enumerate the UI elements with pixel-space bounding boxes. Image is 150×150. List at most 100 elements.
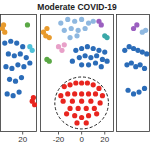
point bbox=[91, 82, 96, 87]
point bbox=[91, 19, 96, 24]
point bbox=[70, 59, 75, 64]
point bbox=[79, 99, 84, 104]
point bbox=[92, 106, 97, 111]
point bbox=[79, 17, 84, 22]
point bbox=[79, 46, 84, 51]
point bbox=[70, 99, 75, 104]
tick-label: -20 bbox=[53, 135, 65, 144]
point bbox=[96, 48, 101, 53]
point bbox=[58, 20, 63, 25]
point bbox=[88, 55, 93, 60]
point bbox=[98, 100, 103, 105]
point bbox=[99, 64, 104, 69]
point bbox=[125, 88, 130, 93]
point bbox=[13, 79, 18, 84]
panel: 20 bbox=[0, 15, 37, 145]
point bbox=[86, 91, 91, 96]
point bbox=[74, 120, 79, 125]
point bbox=[67, 106, 72, 111]
point bbox=[96, 86, 101, 91]
point bbox=[94, 111, 99, 116]
panel: -20 0 20 Moderate COVID-19 bbox=[37, 2, 117, 144]
point bbox=[82, 53, 87, 58]
point bbox=[15, 62, 20, 67]
point bbox=[104, 35, 109, 40]
point bbox=[25, 22, 30, 27]
point bbox=[6, 51, 11, 56]
point bbox=[19, 75, 24, 80]
point bbox=[102, 50, 107, 55]
point bbox=[129, 60, 134, 65]
point bbox=[138, 62, 143, 67]
tick-label: 0 bbox=[79, 135, 84, 144]
point bbox=[76, 106, 81, 111]
title: Moderate COVID-19 bbox=[37, 2, 117, 12]
point bbox=[134, 22, 139, 27]
point bbox=[104, 59, 109, 64]
plot-frame bbox=[117, 15, 150, 132]
point bbox=[122, 48, 127, 53]
point bbox=[79, 91, 84, 96]
point bbox=[79, 115, 84, 120]
highlight-ellipse bbox=[55, 77, 109, 129]
plot-area bbox=[41, 17, 110, 129]
plot-area bbox=[122, 22, 149, 96]
point bbox=[143, 28, 148, 33]
plot-frame bbox=[41, 15, 114, 132]
point bbox=[72, 113, 77, 118]
point bbox=[142, 66, 147, 71]
point bbox=[91, 46, 96, 51]
point bbox=[8, 39, 13, 44]
point bbox=[3, 64, 8, 69]
tick-label: 20 bbox=[18, 135, 27, 144]
point bbox=[58, 93, 63, 98]
point bbox=[84, 106, 89, 111]
point bbox=[5, 91, 10, 96]
point bbox=[24, 55, 29, 60]
point bbox=[94, 53, 99, 58]
point bbox=[2, 40, 7, 45]
point bbox=[67, 35, 72, 40]
point bbox=[93, 60, 98, 65]
point bbox=[30, 48, 35, 53]
point bbox=[59, 48, 64, 53]
point bbox=[131, 91, 136, 96]
point bbox=[62, 42, 67, 47]
point bbox=[82, 26, 87, 31]
tick-label: 20 bbox=[100, 135, 109, 144]
point bbox=[7, 77, 12, 82]
point bbox=[72, 19, 77, 24]
point bbox=[99, 22, 104, 27]
point bbox=[20, 44, 25, 49]
point bbox=[85, 80, 90, 85]
point bbox=[31, 95, 36, 100]
point bbox=[73, 48, 78, 53]
figure: 20 -20 0 20 Moderate COVID-19 bbox=[0, 0, 150, 150]
point bbox=[64, 111, 69, 116]
point bbox=[73, 80, 78, 85]
point bbox=[1, 22, 6, 27]
point bbox=[9, 66, 14, 71]
point bbox=[47, 35, 52, 40]
point bbox=[18, 51, 23, 56]
point bbox=[100, 93, 105, 98]
point bbox=[14, 40, 19, 45]
point bbox=[61, 99, 66, 104]
point bbox=[11, 93, 16, 98]
point bbox=[65, 91, 70, 96]
point bbox=[77, 55, 82, 60]
point bbox=[12, 53, 17, 58]
point bbox=[86, 20, 91, 25]
point bbox=[136, 89, 141, 94]
point bbox=[144, 51, 149, 56]
point bbox=[79, 62, 84, 67]
point bbox=[2, 30, 7, 35]
plot-frame bbox=[1, 15, 37, 132]
point bbox=[47, 59, 52, 64]
point bbox=[79, 80, 84, 85]
point bbox=[86, 113, 91, 118]
point bbox=[21, 64, 26, 69]
point bbox=[88, 99, 93, 104]
point bbox=[44, 26, 49, 31]
point bbox=[85, 44, 90, 49]
